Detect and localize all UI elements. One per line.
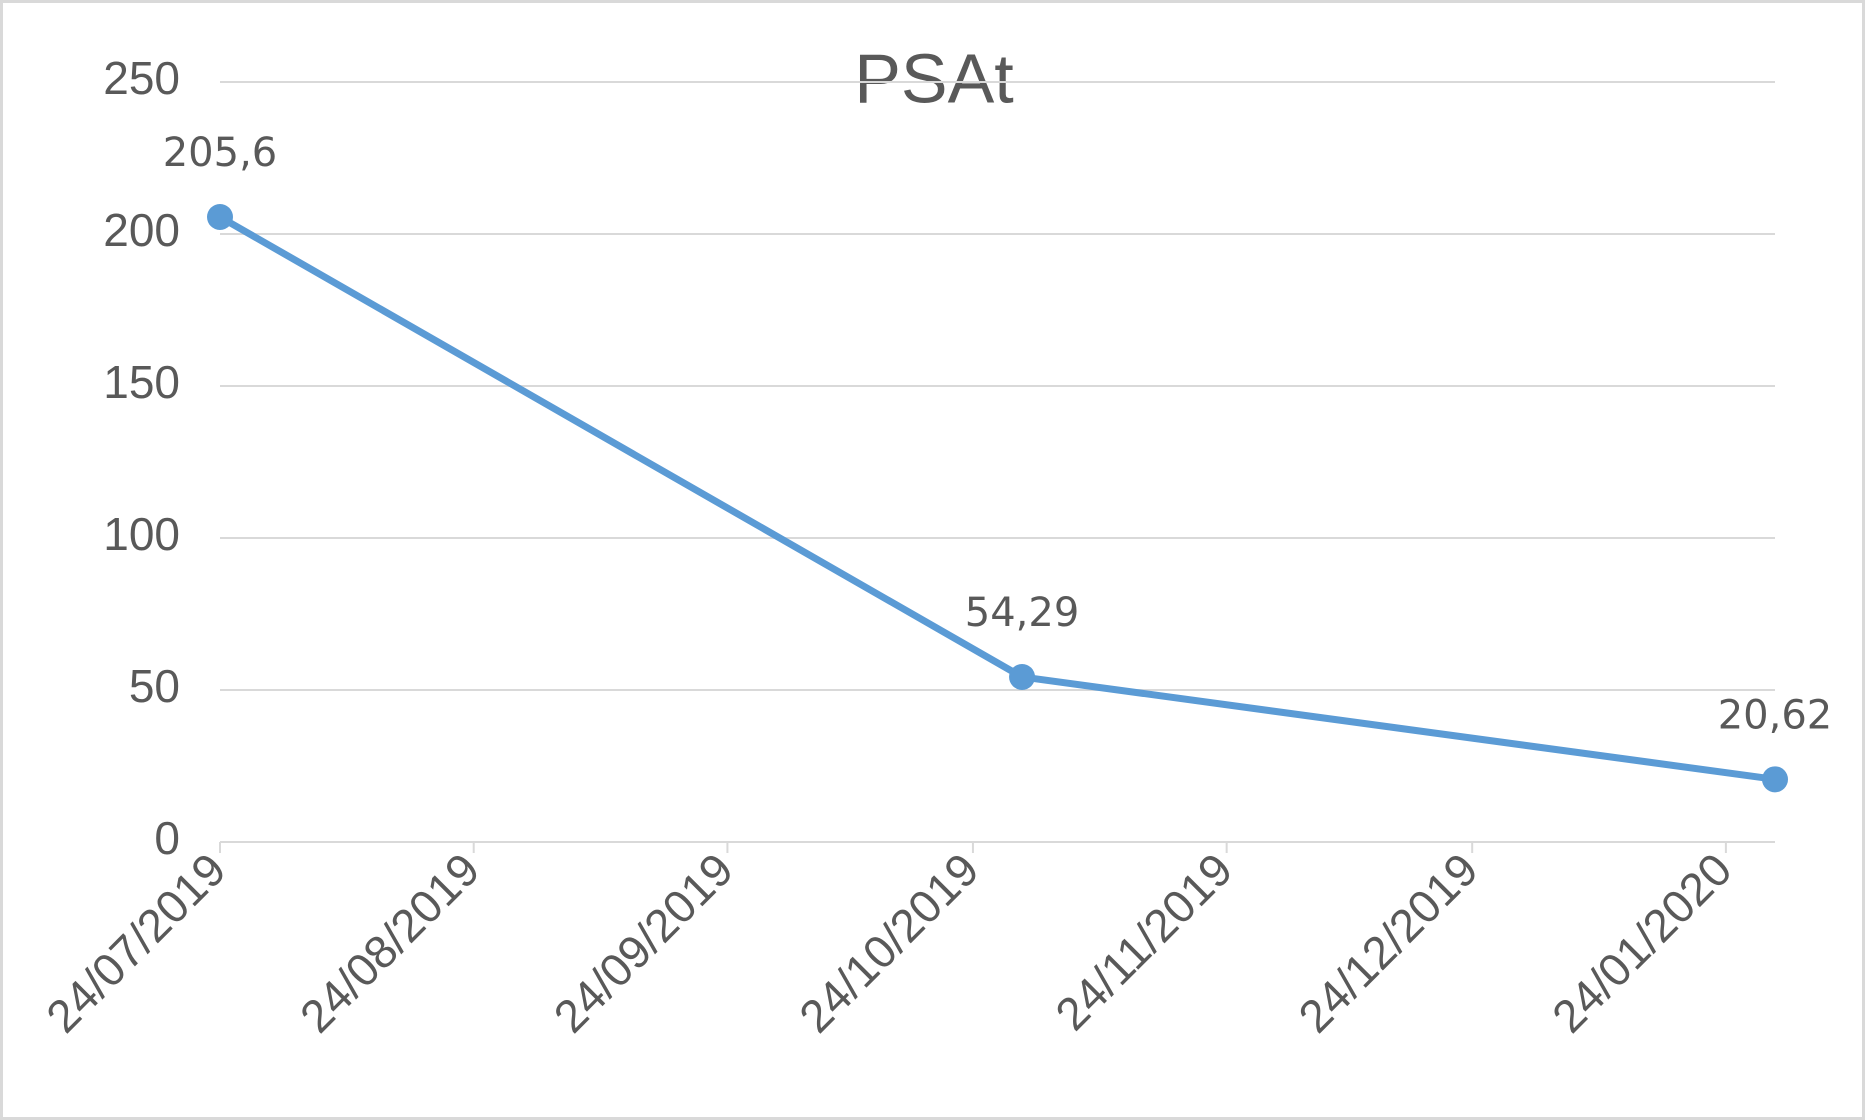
marker: [207, 203, 233, 230]
y-tick-label: 0: [154, 812, 180, 864]
y-tick-label: 150: [103, 356, 180, 408]
data-label: 54,29: [965, 590, 1080, 636]
data-label: 205,6: [163, 130, 278, 176]
y-tick-label: 200: [103, 204, 180, 256]
y-tick-label: 250: [103, 52, 180, 104]
marker: [1762, 766, 1788, 793]
y-tick-label: 50: [129, 660, 180, 712]
data-label: 20,62: [1718, 692, 1833, 738]
y-tick-label: 100: [103, 508, 180, 560]
chart-title: PSAt: [854, 39, 1014, 117]
marker: [1009, 663, 1036, 690]
